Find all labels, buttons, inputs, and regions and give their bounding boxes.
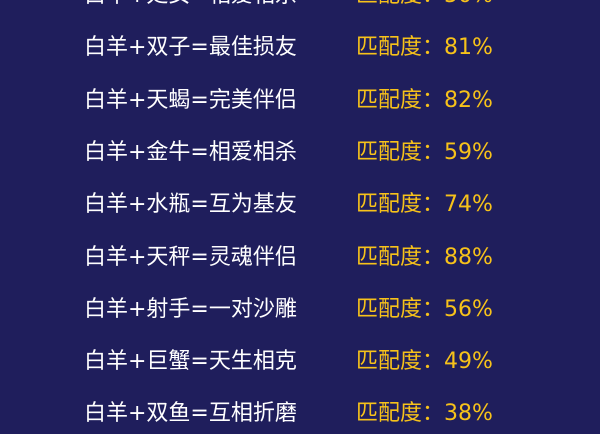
pair-label: 白羊+水瓶=互为基友 xyxy=(84,192,297,218)
list-item: 白羊+射手=一对沙雕 匹配度：56% xyxy=(0,290,600,330)
pair-label: 白羊+双子=最佳损友 xyxy=(84,35,297,61)
match-score: 匹配度：81% xyxy=(356,35,493,61)
pair-label: 白羊+金牛=相爱相杀 xyxy=(84,139,297,165)
match-score: 匹配度：88% xyxy=(356,244,493,270)
pair-label: 白羊+天秤=灵魂伴侣 xyxy=(84,244,297,270)
match-score: 匹配度：49% xyxy=(356,349,493,375)
list-item: 白羊+水瓶=互为基友 匹配度：74% xyxy=(0,185,600,225)
list-item: 白羊+天秤=灵魂伴侣 匹配度：88% xyxy=(0,238,600,278)
list-item: 白羊+天蝎=完美伴侣 匹配度：82% xyxy=(0,81,600,121)
match-score: 匹配度：56% xyxy=(356,296,493,322)
pair-label: 白羊+射手=一对沙雕 xyxy=(84,296,297,322)
pair-label: 白羊+巨蟹=天生相克 xyxy=(84,349,297,375)
match-score: 匹配度：50% xyxy=(356,0,493,16)
list-item: 白羊+双子=最佳损友 匹配度：81% xyxy=(0,28,600,68)
match-score: 匹配度：74% xyxy=(356,192,493,218)
list-item: 白羊+巨蟹=天生相克 匹配度：49% xyxy=(0,342,600,382)
match-score: 匹配度：59% xyxy=(356,139,493,165)
list-item: 白羊+处女=相爱相杀 匹配度：50% xyxy=(0,0,600,16)
list-item: 白羊+金牛=相爱相杀 匹配度：59% xyxy=(0,133,600,173)
match-score: 匹配度：38% xyxy=(356,401,493,427)
pair-label: 白羊+处女=相爱相杀 xyxy=(84,0,297,16)
list-item: 白羊+双鱼=互相折磨 匹配度：38% xyxy=(0,394,600,434)
pair-label: 白羊+双鱼=互相折磨 xyxy=(84,401,297,427)
pair-label: 白羊+天蝎=完美伴侣 xyxy=(84,87,297,113)
match-score: 匹配度：82% xyxy=(356,87,493,113)
